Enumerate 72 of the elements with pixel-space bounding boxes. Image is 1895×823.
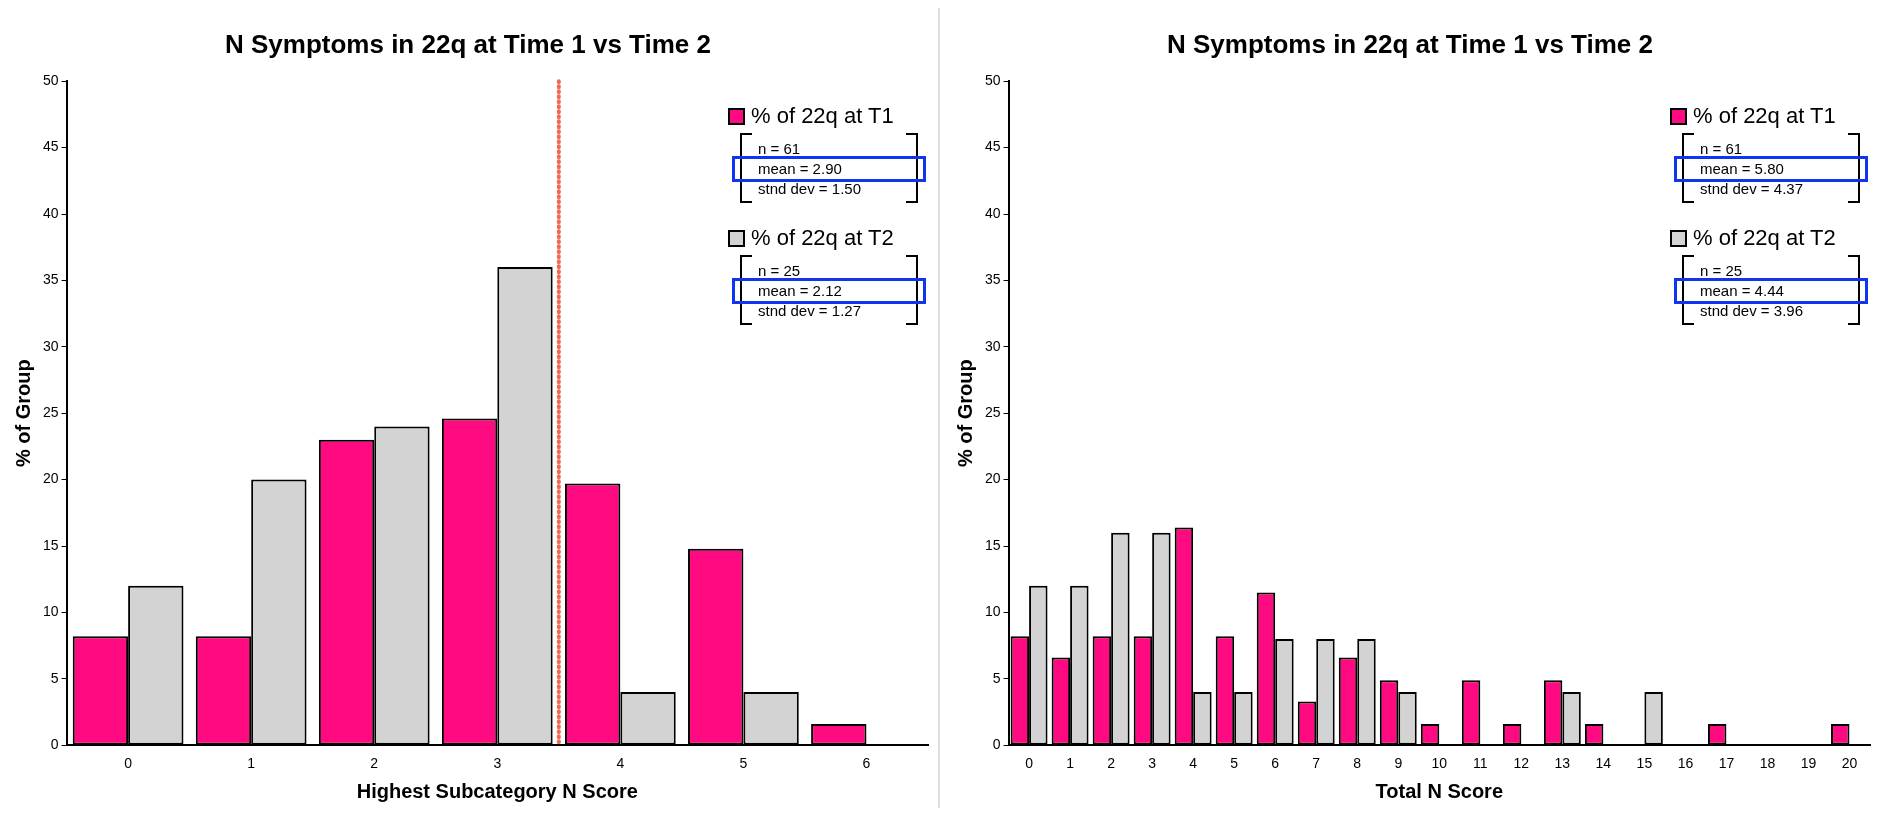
- y-tick-label: 0: [992, 736, 1001, 753]
- chart-title: N Symptoms in 22q at Time 1 vs Time 2: [224, 28, 712, 59]
- y-tick-label: 35: [42, 271, 59, 288]
- x-tick-label: 0: [1025, 755, 1034, 772]
- x-tick-label: 3: [1148, 755, 1157, 772]
- annotation: stnd dev = 1.50: [758, 180, 861, 197]
- y-tick-label: 50: [42, 72, 59, 89]
- y-tick-label: 10: [984, 603, 1001, 620]
- legend-label: % of 22q at T1: [751, 103, 894, 129]
- y-axis-title: % of Group: [11, 359, 34, 468]
- y-tick-label: 50: [984, 72, 1001, 89]
- x-tick-label: 13: [1554, 755, 1571, 772]
- x-tick-label: 5: [739, 755, 748, 772]
- y-tick-label: 30: [984, 337, 1001, 354]
- x-tick-label: 17: [1718, 755, 1735, 772]
- x-tick-label: 11: [1473, 755, 1488, 772]
- x-tick-label: 16: [1677, 755, 1694, 772]
- y-axis-title: % of Group: [953, 359, 976, 468]
- x-tick-label: 9: [1394, 755, 1403, 772]
- y-tick-label: 15: [42, 536, 59, 553]
- y-tick-label: 35: [984, 271, 1001, 288]
- x-tick-label: 2: [370, 755, 379, 772]
- x-tick-label: 1: [1066, 755, 1075, 772]
- annotation: stnd dev = 4.37: [1700, 180, 1803, 197]
- y-tick-label: 5: [992, 669, 1001, 686]
- x-tick-label: 4: [1189, 755, 1198, 772]
- annotation: mean = 5.80: [1700, 160, 1784, 177]
- x-tick-label: 10: [1431, 755, 1448, 772]
- x-tick-label: 15: [1636, 755, 1653, 772]
- x-tick-label: 20: [1841, 755, 1858, 772]
- x-tick-label: 8: [1353, 755, 1362, 772]
- annotation: mean = 2.90: [758, 160, 842, 177]
- x-axis-title: Highest Subcategory N Score: [356, 779, 638, 802]
- y-tick-label: 25: [42, 404, 59, 421]
- x-tick-label: 12: [1513, 755, 1530, 772]
- y-tick-label: 15: [984, 536, 1001, 553]
- y-tick-label: 30: [42, 337, 59, 354]
- annotation: n = 25: [1700, 262, 1743, 279]
- y-tick-label: 5: [50, 669, 59, 686]
- y-tick-label: 40: [42, 204, 59, 221]
- y-tick-label: 40: [984, 204, 1001, 221]
- y-tick-label: 45: [984, 138, 1001, 155]
- y-tick-label: 25: [984, 404, 1001, 421]
- x-tick-label: 2: [1107, 755, 1116, 772]
- annotation: n = 61: [1700, 140, 1743, 157]
- x-tick-label: 0: [124, 755, 133, 772]
- y-tick-label: 20: [42, 470, 59, 487]
- x-tick-label: 6: [1271, 755, 1280, 772]
- y-tick-label: 0: [50, 736, 59, 753]
- x-tick-label: 1: [247, 755, 256, 772]
- x-tick-label: 14: [1595, 755, 1612, 772]
- y-tick-label: 45: [42, 138, 59, 155]
- x-tick-label: 19: [1800, 755, 1817, 772]
- x-tick-label: 3: [493, 755, 502, 772]
- legend-label: % of 22q at T1: [1693, 103, 1836, 129]
- annotation: mean = 2.12: [758, 282, 842, 299]
- annotation: stnd dev = 3.96: [1700, 302, 1803, 319]
- annotation: n = 25: [758, 262, 801, 279]
- y-tick-label: 10: [42, 603, 59, 620]
- chart-title: N Symptoms in 22q at Time 1 vs Time 2: [1166, 28, 1654, 59]
- annotation: stnd dev = 1.27: [758, 302, 861, 319]
- x-tick-label: 4: [616, 755, 625, 772]
- x-tick-label: 7: [1312, 755, 1321, 772]
- annotation: mean = 4.44: [1700, 282, 1784, 299]
- legend-label: % of 22q at T2: [751, 225, 894, 251]
- x-axis-title: Total N Score: [1375, 779, 1503, 802]
- legend-label: % of 22q at T2: [1693, 225, 1836, 251]
- y-tick-label: 20: [984, 470, 1001, 487]
- x-tick-label: 5: [1230, 755, 1239, 772]
- annotation: n = 61: [758, 140, 801, 157]
- x-tick-label: 18: [1759, 755, 1776, 772]
- x-tick-label: 6: [862, 755, 871, 772]
